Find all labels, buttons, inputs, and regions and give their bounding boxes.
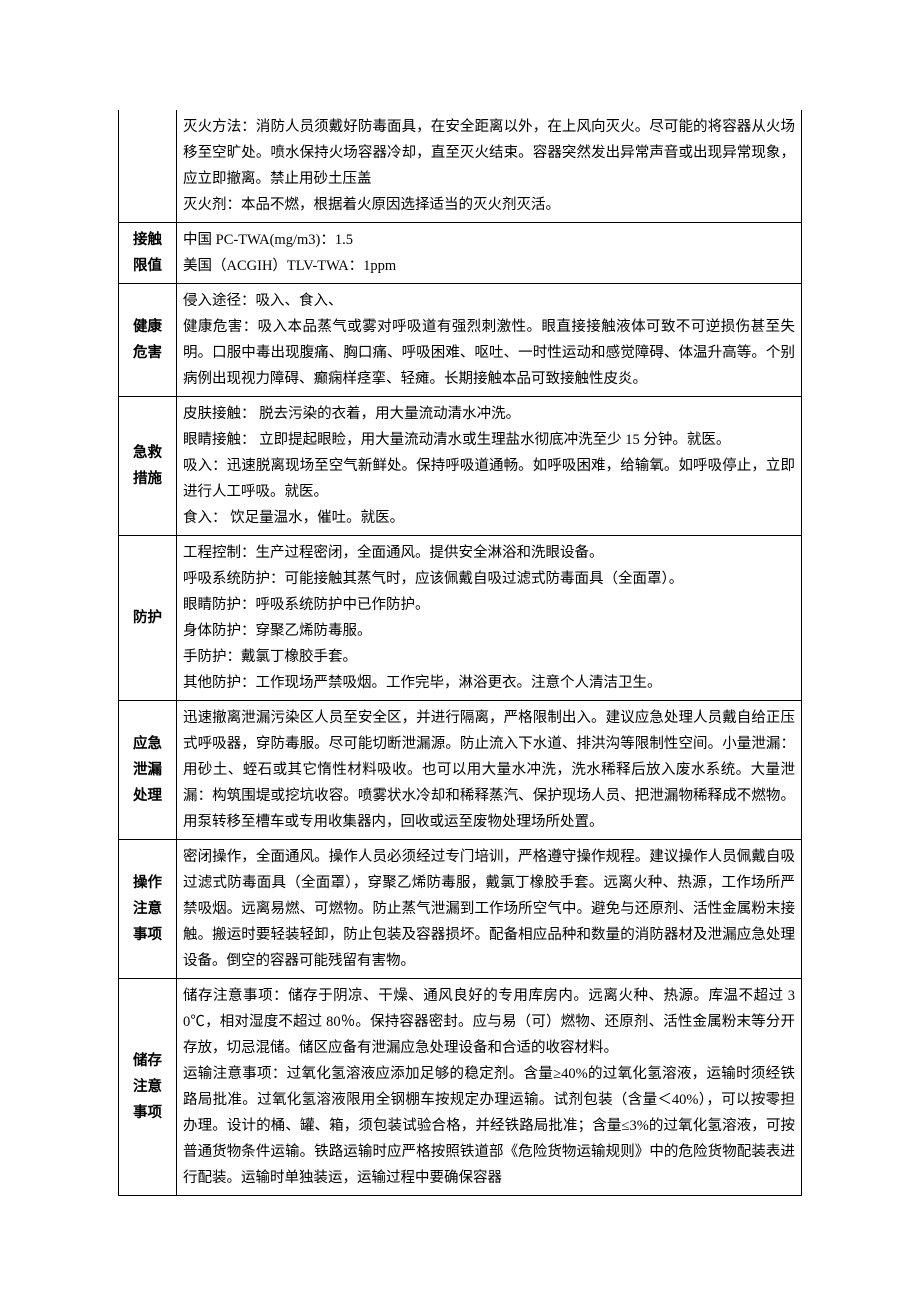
row-content-storage: 储存注意事项：储存于阴凉、干燥、通风良好的专用库房内。远离火种、热源。库温不超过… — [177, 979, 802, 1196]
safety-data-table: 灭火方法：消防人员须戴好防毒面具，在安全距离以外，在上风向灭火。尽可能的将容器从… — [118, 110, 802, 1196]
table-row: 急救措施 皮肤接触： 脱去污染的衣着，用大量流动清水冲洗。眼睛接触： 立即提起眼… — [119, 397, 802, 536]
row-content-spill-response: 迅速撤离泄漏污染区人员至安全区，并进行隔离，严格限制出入。建议应急处理人员戴自给… — [177, 701, 802, 840]
table-row: 接触限值 中国 PC-TWA(mg/m3)：1.5美国（ACGIH）TLV-TW… — [119, 223, 802, 284]
row-label-protection: 防护 — [119, 536, 177, 701]
row-content-health-hazard: 侵入途径：吸入、食入、健康危害：吸入本品蒸气或雾对呼吸道有强烈刺激性。眼直接接触… — [177, 284, 802, 397]
table-row: 操作注意事项 密闭操作，全面通风。操作人员必须经过专门培训，严格遵守操作规程。建… — [119, 840, 802, 979]
row-content-handling: 密闭操作，全面通风。操作人员必须经过专门培训，严格遵守操作规程。建议操作人员佩戴… — [177, 840, 802, 979]
table-row: 灭火方法：消防人员须戴好防毒面具，在安全距离以外，在上风向灭火。尽可能的将容器从… — [119, 110, 802, 223]
row-label-spill-response: 应急泄漏处理 — [119, 701, 177, 840]
row-content-first-aid: 皮肤接触： 脱去污染的衣着，用大量流动清水冲洗。眼睛接触： 立即提起眼睑，用大量… — [177, 397, 802, 536]
table-row: 应急泄漏处理 迅速撤离泄漏污染区人员至安全区，并进行隔离，严格限制出入。建议应急… — [119, 701, 802, 840]
table-row: 防护 工程控制：生产过程密闭，全面通风。提供安全淋浴和洗眼设备。呼吸系统防护：可… — [119, 536, 802, 701]
row-label-storage: 储存注意事项 — [119, 979, 177, 1196]
row-content-fire: 灭火方法：消防人员须戴好防毒面具，在安全距离以外，在上风向灭火。尽可能的将容器从… — [177, 110, 802, 223]
row-label-handling: 操作注意事项 — [119, 840, 177, 979]
table-row: 储存注意事项 储存注意事项：储存于阴凉、干燥、通风良好的专用库房内。远离火种、热… — [119, 979, 802, 1196]
row-label-first-aid: 急救措施 — [119, 397, 177, 536]
row-label-exposure-limit: 接触限值 — [119, 223, 177, 284]
table-row: 健康危害 侵入途径：吸入、食入、健康危害：吸入本品蒸气或雾对呼吸道有强烈刺激性。… — [119, 284, 802, 397]
table-body: 灭火方法：消防人员须戴好防毒面具，在安全距离以外，在上风向灭火。尽可能的将容器从… — [119, 110, 802, 1196]
row-content-protection: 工程控制：生产过程密闭，全面通风。提供安全淋浴和洗眼设备。呼吸系统防护：可能接触… — [177, 536, 802, 701]
row-label-health-hazard: 健康危害 — [119, 284, 177, 397]
row-content-exposure-limit: 中国 PC-TWA(mg/m3)：1.5美国（ACGIH）TLV-TWA：1pp… — [177, 223, 802, 284]
row-label-fire — [119, 110, 177, 223]
